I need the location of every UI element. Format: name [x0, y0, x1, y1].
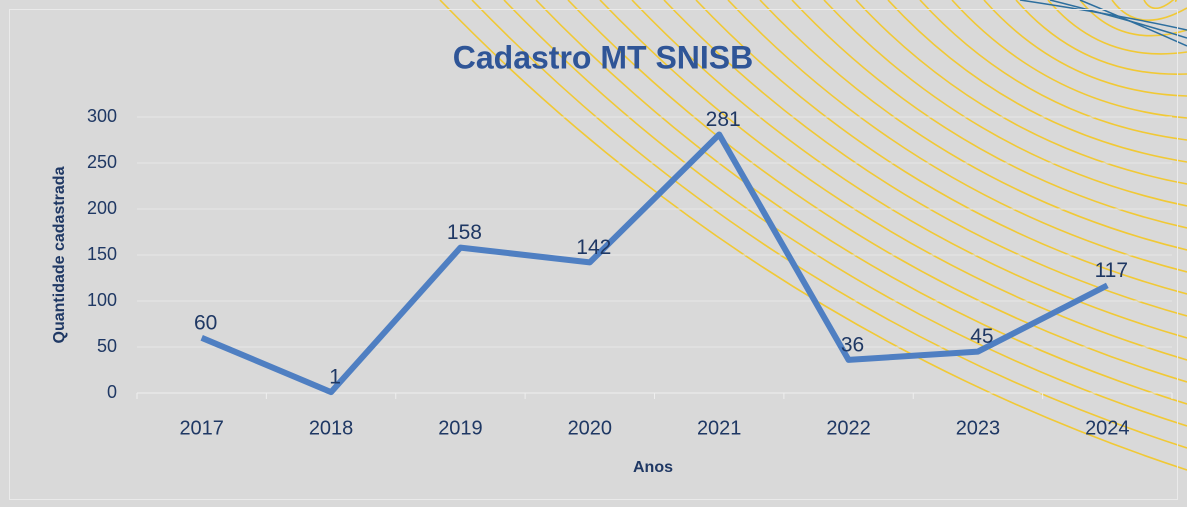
decor-curve: [1143, 0, 1175, 10]
y-tick-label: 300: [87, 106, 117, 126]
x-tick-label: 2021: [697, 417, 742, 439]
data-line: [200, 131, 1109, 396]
x-tick-label: 2020: [568, 417, 613, 439]
data-label: 158: [447, 221, 482, 244]
decor-curve: [887, 0, 1187, 163]
x-tick-label: 2022: [826, 417, 871, 439]
decor-curve: [599, 0, 1187, 361]
x-tick-label: 2019: [438, 417, 483, 439]
decor-curve: [759, 0, 1187, 251]
decor-curve: [535, 0, 1187, 405]
decor-curve: [919, 0, 1187, 141]
chart-title: Cadastro MT SNISB: [453, 39, 753, 75]
data-label: 60: [194, 311, 217, 334]
chart-border: [9, 9, 1178, 500]
decor-curve: [1079, 0, 1187, 47]
decor-curve: [631, 0, 1187, 339]
data-label: 36: [841, 333, 864, 356]
decor-curve: [727, 0, 1187, 273]
decor-curve: [823, 0, 1187, 207]
data-label: 117: [1095, 259, 1128, 282]
decor-curve: [1174, 0, 1178, 2]
decor-curve: [503, 0, 1187, 427]
y-tick-label: 0: [107, 382, 117, 402]
y-tick-label: 100: [87, 290, 117, 310]
y-tick-label: 50: [97, 336, 117, 356]
decor-curve: [791, 0, 1187, 229]
x-tick-label: 2017: [179, 417, 224, 439]
data-label: 45: [970, 325, 993, 348]
decor-curve: [439, 0, 1187, 471]
x-tick-label: 2018: [309, 417, 354, 439]
y-tick-label: 150: [87, 244, 117, 264]
decor-curve: [951, 0, 1187, 119]
decor-curve: [855, 0, 1187, 185]
x-tick-label: 2024: [1085, 417, 1130, 439]
data-label: 281: [706, 108, 741, 131]
x-axis-label: Anos: [633, 459, 673, 476]
decor-curve: [695, 0, 1187, 295]
data-label: 1: [329, 366, 341, 389]
decoration: [439, 0, 1187, 471]
decor-curve: [1047, 0, 1187, 55]
decor-curve: [471, 0, 1187, 449]
decor-curve: [567, 0, 1187, 383]
y-tick-label: 250: [87, 152, 117, 172]
decor-curve: [1015, 0, 1187, 75]
y-tick-label: 200: [87, 198, 117, 218]
decor-curve: [1019, 0, 1187, 31]
y-axis-label: Quantidade cadastrada: [51, 166, 68, 343]
decor-curve: [1049, 0, 1187, 39]
x-tick-label: 2023: [956, 417, 1001, 439]
decor-curve: [983, 0, 1187, 97]
data-label: 142: [576, 236, 611, 259]
